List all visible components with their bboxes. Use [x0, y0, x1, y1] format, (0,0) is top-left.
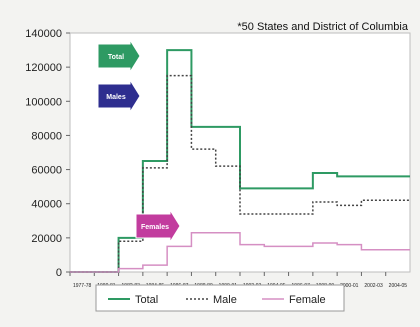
legend-label-male: Male [213, 294, 237, 306]
x-tick-label: 2002-03 [364, 283, 383, 289]
chart-note: *50 States and District of Columbia [237, 21, 408, 33]
y-tick-label: 40000 [31, 199, 62, 211]
y-tick-label: 80000 [31, 130, 62, 142]
x-tick-label: 2000-01 [340, 283, 359, 289]
legend [95, 284, 345, 312]
y-tick-label: 20000 [31, 233, 62, 245]
annotation-arrow [97, 78, 141, 114]
y-tick-label: 0 [56, 267, 62, 279]
y-tick-label: 100000 [25, 96, 62, 108]
x-tick-label: 1977-78 [73, 283, 92, 289]
annotation-label: Females [141, 224, 169, 231]
annotation-arrow [135, 208, 181, 244]
y-tick-label: 120000 [25, 62, 62, 74]
annotation-arrow [97, 38, 141, 74]
legend-label-female: Female [289, 294, 326, 306]
annotation-label: Total [108, 54, 124, 61]
y-tick-label: 60000 [31, 165, 62, 177]
legend-label-total: Total [135, 294, 158, 306]
y-tick-label: 140000 [25, 28, 62, 40]
x-tick-label: 2004-05 [389, 283, 408, 289]
annotation-label: Males [106, 94, 126, 101]
series-line-female [70, 231, 410, 273]
